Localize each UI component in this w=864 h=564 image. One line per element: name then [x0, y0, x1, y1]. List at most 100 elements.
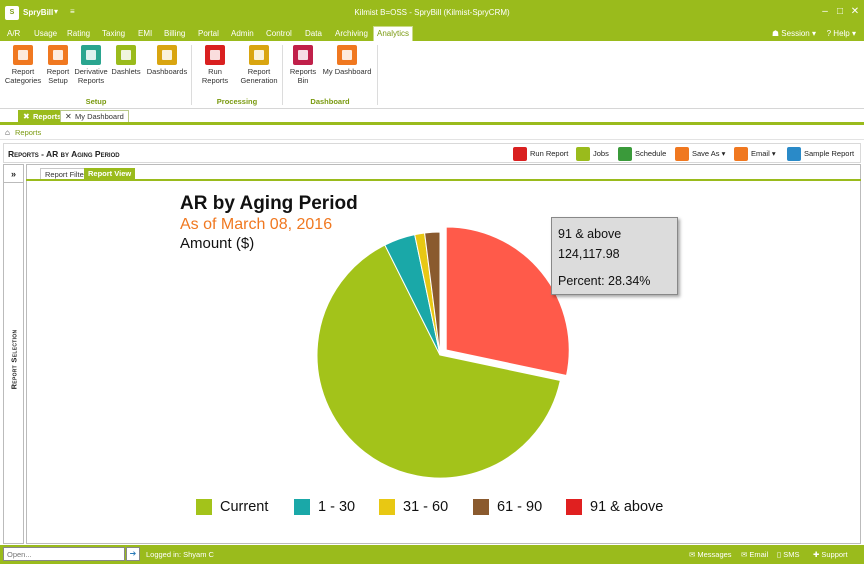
run-report-label: Run Report: [530, 149, 569, 158]
menu-item-ar[interactable]: A/R: [7, 29, 21, 38]
email-status-icon: ✉: [741, 550, 750, 559]
close-button[interactable]: ✕: [850, 6, 860, 17]
menu-item-usage[interactable]: Usage: [34, 29, 58, 38]
email-status-button[interactable]: ✉ Email: [741, 550, 768, 559]
close-tab-icon[interactable]: ✕: [65, 112, 72, 121]
report-setup-button[interactable]: Report Setup: [43, 45, 73, 85]
session-menu[interactable]: ☗ Session ▾: [772, 27, 816, 40]
dashlets-button[interactable]: Dashlets: [111, 45, 141, 76]
session-label: Session: [781, 29, 810, 38]
app-name[interactable]: SpryBill: [23, 8, 54, 17]
messages-label: Messages: [697, 550, 732, 559]
open-input[interactable]: [3, 547, 125, 561]
pie-slice-91-above[interactable]: [445, 226, 570, 377]
jobs-label: Jobs: [593, 149, 609, 158]
legend-item-91-above[interactable]: 91 & above: [566, 497, 663, 517]
jobs-button[interactable]: Jobs: [576, 147, 609, 161]
support-icon: ✚: [813, 550, 822, 559]
legend-swatch: [196, 499, 212, 515]
sms-icon: ▯: [777, 550, 784, 559]
help-menu[interactable]: ? Help ▾: [827, 27, 856, 40]
sample-report-eye-icon: [787, 147, 801, 161]
support-label: Support: [821, 550, 848, 559]
pie-chart: [316, 226, 570, 479]
email-status-label: Email: [749, 550, 769, 559]
group-label-dashboard: Dashboard: [310, 97, 350, 106]
support-button[interactable]: ✚ Support: [813, 550, 848, 559]
open-go-arrow-icon[interactable]: ➔: [126, 547, 140, 561]
legend-item-1-30[interactable]: 1 - 30: [294, 497, 355, 517]
menu-item-taxing[interactable]: Taxing: [102, 29, 126, 38]
legend-item-current[interactable]: Current: [196, 497, 268, 517]
button-label: Run Reports: [201, 67, 229, 85]
my-dashboard-button[interactable]: My Dashboard: [322, 45, 372, 76]
breadcrumb: ⌂ Reports: [0, 125, 864, 140]
button-label: Report: [46, 67, 70, 76]
pie-slice-61-90[interactable]: [424, 231, 441, 356]
quick-access-icon[interactable]: ≡: [70, 7, 75, 16]
home-icon[interactable]: ⌂: [5, 128, 10, 137]
report-categories-button[interactable]: Report Categories: [3, 45, 43, 85]
menu-item-rating[interactable]: Rating: [67, 29, 91, 38]
schedule-button[interactable]: Schedule: [618, 147, 666, 161]
button-label: Report: [11, 67, 35, 76]
menu-item-control[interactable]: Control: [266, 29, 292, 38]
legend-item-61-90[interactable]: 61 - 90: [473, 497, 542, 517]
menu-item-archiving[interactable]: Archiving: [335, 29, 368, 38]
subtab-underline: [26, 179, 861, 181]
derivative-reports-button[interactable]: Derivative Reports: [73, 45, 109, 85]
app-menu-chevron-down-icon[interactable]: ▾: [54, 7, 59, 16]
logged-in-label: Logged in: Shyam C: [146, 550, 214, 559]
dashlets-icon: [116, 45, 136, 65]
schedule-label: Schedule: [635, 149, 667, 158]
save-as-button[interactable]: Save As ▾: [675, 147, 725, 161]
menu-item-emi[interactable]: EMI: [138, 29, 153, 38]
chart-unit-label: Amount ($): [180, 235, 255, 252]
messages-button[interactable]: ✉ Messages: [689, 550, 732, 559]
dashboards-button[interactable]: Dashboards: [146, 45, 188, 76]
legend-label: 91 & above: [590, 499, 664, 515]
expand-panel-button[interactable]: »: [4, 165, 23, 183]
ribbon-separator: [377, 45, 378, 105]
report-generation-icon: [249, 45, 269, 65]
report-categories-icon: [13, 45, 33, 65]
report-generation-button[interactable]: Report Generation: [239, 45, 279, 85]
reports-bin-button[interactable]: Reports Bin: [286, 45, 320, 85]
schedule-icon: [618, 147, 632, 161]
save-as-icon: [675, 147, 689, 161]
my-dashboard-icon: [337, 45, 357, 65]
legend-label: Current: [220, 499, 269, 515]
sms-button[interactable]: ▯ SMS: [777, 550, 799, 559]
menu-item-portal[interactable]: Portal: [198, 29, 219, 38]
button-label: Bin: [297, 76, 309, 85]
pie-slice-current[interactable]: [316, 244, 561, 479]
legend-item-31-60[interactable]: 31 - 60: [379, 497, 448, 517]
menu-item-data[interactable]: Data: [305, 29, 322, 38]
tab-report-view[interactable]: Report View: [84, 168, 136, 180]
document-tabs: ✖ Reports ✕ My Dashboard: [0, 109, 864, 123]
menu-item-admin[interactable]: Admin: [231, 29, 254, 38]
sms-label: SMS: [783, 550, 800, 559]
report-content-frame: [26, 164, 861, 544]
run-reports-button[interactable]: Run Reports: [194, 45, 236, 85]
chart-subtitle: As of March 08, 2016: [180, 216, 333, 233]
tooltip-value: 124,117.98: [558, 247, 620, 261]
chart-legend: Current 1 - 30 31 - 60 61 - 90 91 & abov…: [196, 497, 696, 517]
app-logo-icon[interactable]: S: [5, 6, 19, 20]
button-label: Setup: [48, 76, 68, 85]
run-reports-icon: [205, 45, 225, 65]
email-button[interactable]: Email ▾: [734, 147, 776, 161]
report-selection-label[interactable]: Report Selection: [9, 329, 19, 390]
sample-report-button[interactable]: Sample Report: [787, 147, 854, 161]
breadcrumb-reports[interactable]: Reports: [15, 128, 42, 137]
maximize-button[interactable]: □: [836, 6, 844, 17]
menu-item-billing[interactable]: Billing: [164, 29, 186, 38]
legend-label: 31 - 60: [403, 499, 449, 515]
run-report-button[interactable]: Run Report: [513, 147, 568, 161]
minimize-button[interactable]: –: [822, 6, 828, 17]
close-tab-icon[interactable]: ✖: [23, 112, 30, 121]
legend-swatch: [379, 499, 395, 515]
window-title: Kilmist B=OSS - SpryBill (Kilmist-SpryCR…: [354, 8, 510, 17]
button-label: Generation: [240, 76, 278, 85]
menu-item-analytics[interactable]: Analytics: [373, 26, 414, 41]
